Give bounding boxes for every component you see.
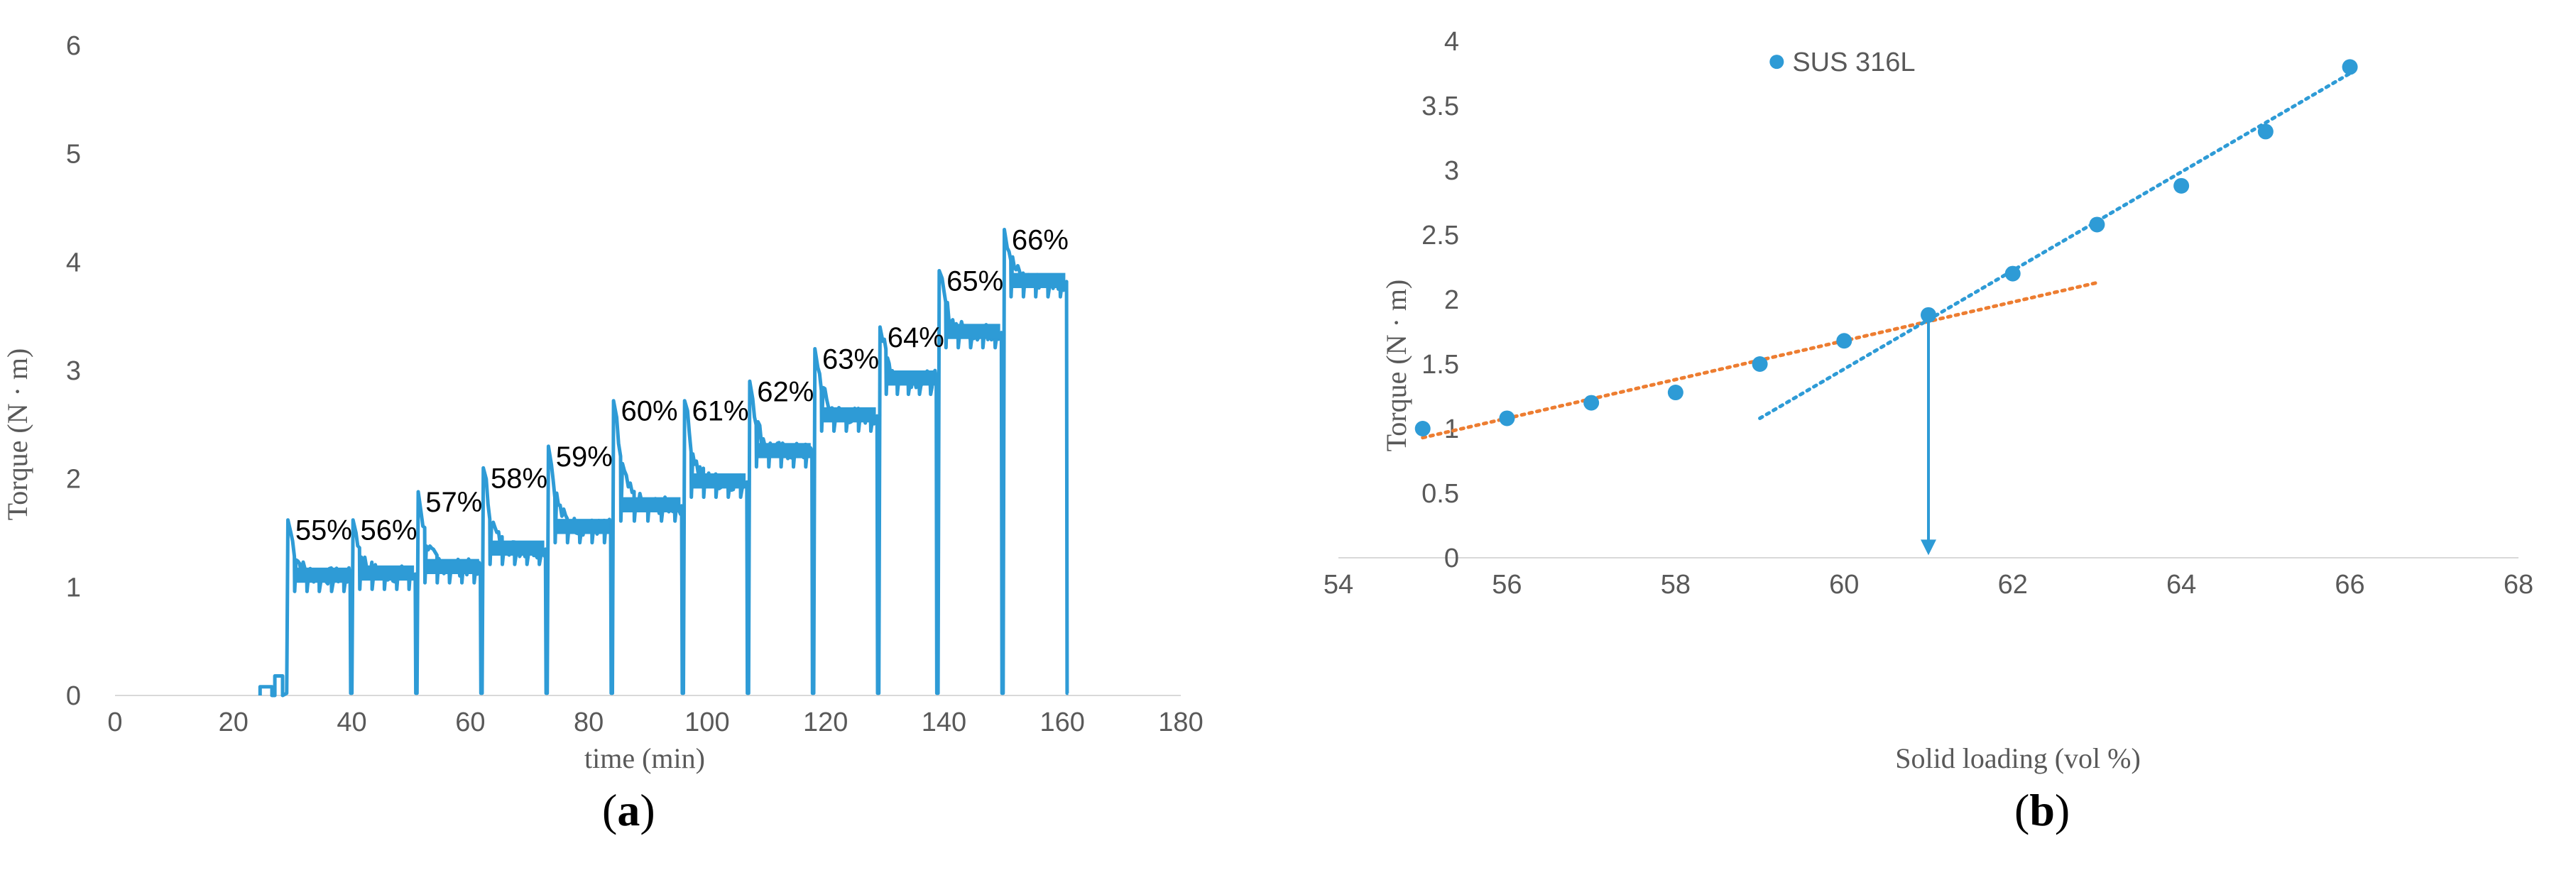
data-point [1667, 385, 1683, 401]
step-label: 60% [621, 396, 677, 427]
x-tick-label: 62 [1998, 570, 2028, 600]
plateau-band [887, 370, 935, 386]
y-tick-label: 6 [66, 31, 81, 61]
x-axis-title: time (min) [584, 742, 705, 774]
plateau-band [692, 473, 746, 489]
x-tick-label: 160 [1040, 708, 1085, 737]
x-tick-label: 120 [803, 708, 848, 737]
x-tick-label: 66 [2335, 570, 2364, 600]
plateau-band [295, 567, 349, 583]
x-tick-label: 80 [574, 708, 604, 737]
y-tick-label: 3.5 [1421, 92, 1459, 121]
step-label: 56% [361, 515, 417, 546]
x-tick-label: 56 [1492, 570, 1522, 600]
x-tick-label: 60 [455, 708, 485, 737]
y-tick-label: 3 [66, 356, 81, 386]
data-point [1414, 421, 1431, 436]
data-point [2342, 59, 2358, 75]
x-tick-label: 20 [219, 708, 249, 737]
y-tick-label: 2 [1444, 285, 1459, 315]
y-tick-label: 2 [66, 465, 81, 495]
step-label: 64% [888, 322, 944, 353]
y-tick-label: 1.5 [1421, 350, 1459, 380]
panel-b-letter: b [2029, 785, 2055, 835]
data-point [2089, 216, 2105, 233]
plateau-band [946, 324, 1000, 339]
y-tick-label: 0 [66, 681, 81, 711]
y-axis-title: Torque (N · m) [1, 348, 33, 521]
step-label: 58% [491, 463, 547, 494]
y-tick-label: 4 [66, 248, 81, 277]
x-tick-label: 0 [107, 708, 122, 737]
data-point [1752, 356, 1768, 372]
x-tick-label: 60 [1829, 570, 1859, 600]
x-tick-label: 40 [337, 708, 366, 737]
torque-trace [258, 228, 1069, 698]
step-label: 57% [425, 487, 482, 518]
y-tick-label: 1 [66, 573, 81, 602]
plateau-band [425, 558, 479, 575]
panel-a-caption: (a) [602, 785, 655, 835]
step-label: 62% [757, 376, 814, 407]
y-tick-label: 0.5 [1421, 479, 1459, 509]
torque-solid-loading-chart: Torque (N · m) Solid loading (vol %) 54 5… [1324, 27, 2533, 774]
x-tick-label: 140 [922, 708, 966, 737]
y-tick-label: 2.5 [1421, 221, 1459, 251]
panel-b: Torque (N · m) Solid loading (vol %) 54 5… [1292, 0, 2576, 875]
data-point [1921, 307, 1936, 323]
data-point [2257, 123, 2274, 140]
x-tick-label: 58 [1661, 570, 1691, 600]
plateau-band [360, 565, 415, 581]
plateau-band [756, 443, 811, 458]
y-axis-title: Torque (N · m) [1380, 280, 1412, 452]
x-axis-title: Solid loading (vol %) [1895, 742, 2141, 774]
legend-label: SUS 316L [1792, 48, 1915, 77]
plateau-band [490, 540, 545, 556]
torque-time-chart: Torque (N · m) time (min) 0 20 40 60 80 100 12… [1, 31, 1204, 774]
panel-a: Torque (N · m) time (min) 0 20 40 60 80 100 12… [1, 31, 1204, 835]
x-tick-label: 54 [1324, 570, 1353, 600]
x-tick-label: 68 [2504, 570, 2533, 600]
arrow-head [1921, 539, 1936, 556]
step-label: 65% [946, 266, 1003, 297]
x-tick-label: 100 [684, 708, 729, 737]
data-point [1499, 410, 1515, 427]
step-label: 59% [556, 441, 613, 473]
x-tick-label: 180 [1158, 708, 1203, 737]
data-point [1836, 333, 1852, 349]
panel-a-letter: a [617, 785, 640, 835]
panel-b-caption: (b) [2014, 785, 2070, 835]
plateau-band [555, 519, 610, 534]
data-point [1583, 395, 1600, 411]
step-label: 63% [822, 343, 879, 375]
trendline [1758, 72, 2352, 420]
plateau-band [822, 407, 876, 423]
y-tick-label: 3 [1444, 156, 1459, 186]
legend-marker [1769, 55, 1784, 70]
y-tick-label: 0 [1444, 544, 1459, 573]
y-tick-label: 1 [1444, 414, 1459, 444]
data-point [2173, 177, 2190, 194]
step-label: 61% [692, 396, 749, 427]
step-label: 55% [295, 515, 352, 546]
x-tick-label: 64 [2166, 570, 2196, 600]
y-tick-label: 4 [1444, 27, 1459, 57]
step-label: 66% [1012, 225, 1069, 256]
plateau-band [1011, 273, 1066, 288]
y-tick-label: 5 [66, 140, 81, 170]
data-point [2004, 265, 2021, 282]
plateau-band [621, 497, 681, 512]
